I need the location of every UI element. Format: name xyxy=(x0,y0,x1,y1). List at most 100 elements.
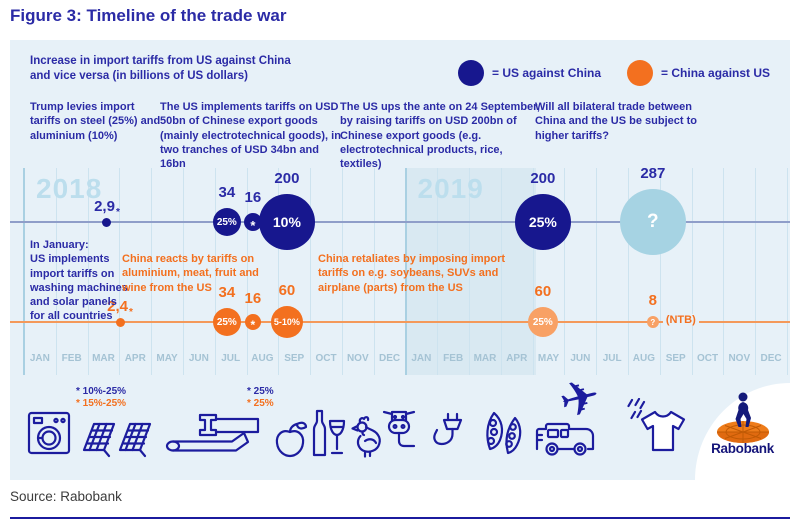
month-label: FEB xyxy=(61,353,82,364)
event-bubble-us-287: ? xyxy=(619,189,686,255)
event-bubble-china-60: 5-10% xyxy=(270,306,303,338)
month-label: SEP xyxy=(284,353,305,364)
month-label: JUL xyxy=(221,353,241,364)
annotation-usd50bn: The US implements tariffs on USD 50bn of… xyxy=(160,101,341,171)
month-gridline xyxy=(373,168,375,375)
month-label: DEC xyxy=(379,353,401,364)
annotation-china-retaliates: China retaliates by imposing import tari… xyxy=(318,253,506,294)
highlight-band xyxy=(405,168,536,375)
source-line: Source: Rabobank xyxy=(10,489,122,504)
rabobank-wordmark: Rabobank xyxy=(711,441,774,456)
event-value-label: 60 xyxy=(534,283,552,300)
month-gridline xyxy=(596,168,598,375)
month-label: MAR xyxy=(92,353,115,364)
month-gridline xyxy=(469,168,471,375)
rabobank-compass-icon xyxy=(717,392,769,443)
month-gridline xyxy=(787,168,788,375)
event-bubble-us-200: 25% xyxy=(514,194,571,250)
event-value-label: 16 xyxy=(244,189,262,206)
event-value-label: 16 xyxy=(244,290,262,307)
month-gridline xyxy=(214,168,216,375)
month-gridline xyxy=(246,168,248,375)
month-gridline xyxy=(278,168,280,375)
month-label: AUG xyxy=(251,353,274,364)
footnote-china-1: * 15%-25% xyxy=(76,398,127,409)
event-bubble-us-34: 25% xyxy=(212,208,241,236)
month-gridline xyxy=(723,168,725,375)
event-value-label: 287 xyxy=(640,165,666,182)
month-gridline xyxy=(151,168,153,375)
month-gridline xyxy=(341,168,343,375)
event-bubble-china-60: 25% xyxy=(527,307,558,337)
month-label: DEC xyxy=(760,353,782,364)
month-gridline xyxy=(691,168,693,375)
month-label: JAN xyxy=(29,353,50,364)
month-label: NOV xyxy=(728,353,751,364)
year-label: 2018 xyxy=(36,173,103,204)
event-value-label: 8 xyxy=(648,292,657,309)
footnote-group-2: * 25% * 25% xyxy=(247,386,274,410)
annotation-january-tariffs: In January: US implements import tariffs… xyxy=(30,239,128,323)
rabobank-logo: Rabobank xyxy=(695,383,790,480)
footnote-mark: * xyxy=(128,307,133,318)
event-value-label: 200 xyxy=(530,170,556,187)
annotation-bilateral-question: Will all bilateral trade between China a… xyxy=(535,101,697,142)
month-gridline xyxy=(119,168,121,375)
month-gridline xyxy=(564,168,566,375)
us-legend-dot xyxy=(458,60,484,86)
month-label: NOV xyxy=(346,353,369,364)
legend-item-china: = China against US xyxy=(627,60,770,86)
footnote-china-2: * 25% xyxy=(247,398,274,409)
month-label: OCT xyxy=(696,353,719,364)
month-gridline xyxy=(659,168,661,375)
month-label: JAN xyxy=(411,353,432,364)
legend-item-us: = US against China xyxy=(458,60,601,86)
us-legend-label: = US against China xyxy=(492,66,602,80)
event-bubble-china-16: * xyxy=(244,314,261,332)
event-bubble-us-16: * xyxy=(243,213,262,233)
footnote-mark: * xyxy=(115,207,120,218)
footnote-us-2: * 25% xyxy=(247,386,274,397)
year-gridline xyxy=(404,168,407,375)
us-timeline-axis xyxy=(10,221,790,223)
month-label: FEB xyxy=(443,353,464,364)
year-label: 2019 xyxy=(417,173,484,204)
event-bubble-china-8: ? xyxy=(646,316,659,328)
annotation-steel-aluminium: Trump levies import tariffs on steel (25… xyxy=(30,101,161,142)
annotation-usd200bn: The US ups the ante on 24 September, by … xyxy=(340,101,540,171)
figure-title: Figure 3: Timeline of the trade war xyxy=(10,6,287,25)
annotation-china-reacts: China reacts by tariffs on aluminium, me… xyxy=(122,253,259,294)
event-bubble-us-2,9 xyxy=(102,217,112,227)
month-gridline xyxy=(55,168,57,375)
month-gridline xyxy=(437,168,439,375)
month-label: JUN xyxy=(188,353,209,364)
ntb-label: (NTB) xyxy=(662,314,699,326)
month-gridline xyxy=(755,168,757,375)
event-value-label: 2,9* xyxy=(94,198,120,218)
month-gridline xyxy=(182,168,184,375)
event-bubble-china-34: 25% xyxy=(212,308,241,336)
month-label: AUG xyxy=(632,353,656,364)
month-label: JUL xyxy=(602,353,622,364)
event-bubble-china-2,4 xyxy=(115,317,125,327)
month-gridline xyxy=(628,168,630,375)
month-label: OCT xyxy=(315,353,337,364)
event-value-label: 2,4* xyxy=(107,298,133,318)
month-label: APR xyxy=(506,353,528,364)
china-legend-label: = China against US xyxy=(661,66,771,80)
event-value-label: 60 xyxy=(278,282,296,299)
china-legend-dot xyxy=(627,60,654,86)
month-gridline xyxy=(532,168,534,375)
month-gridline xyxy=(87,168,89,375)
month-gridline xyxy=(500,168,502,375)
chart-subtitle: Increase in import tariffs from US again… xyxy=(30,55,291,82)
event-bubble-us-200: 10% xyxy=(258,194,315,250)
month-label: APR xyxy=(124,353,146,364)
month-label: MAY xyxy=(537,353,560,364)
china-timeline-axis xyxy=(10,321,790,323)
month-label: MAR xyxy=(473,353,497,364)
legend: = US against China = China against US xyxy=(458,60,770,86)
bottom-rule xyxy=(10,517,790,519)
event-value-label: 34 xyxy=(218,284,236,301)
